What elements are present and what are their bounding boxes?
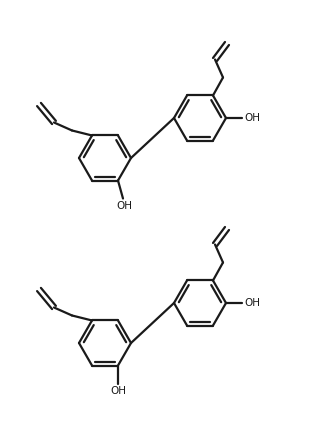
Text: OH: OH	[110, 386, 126, 396]
Text: OH: OH	[244, 298, 260, 308]
Text: OH: OH	[244, 113, 260, 123]
Text: OH: OH	[116, 201, 132, 211]
